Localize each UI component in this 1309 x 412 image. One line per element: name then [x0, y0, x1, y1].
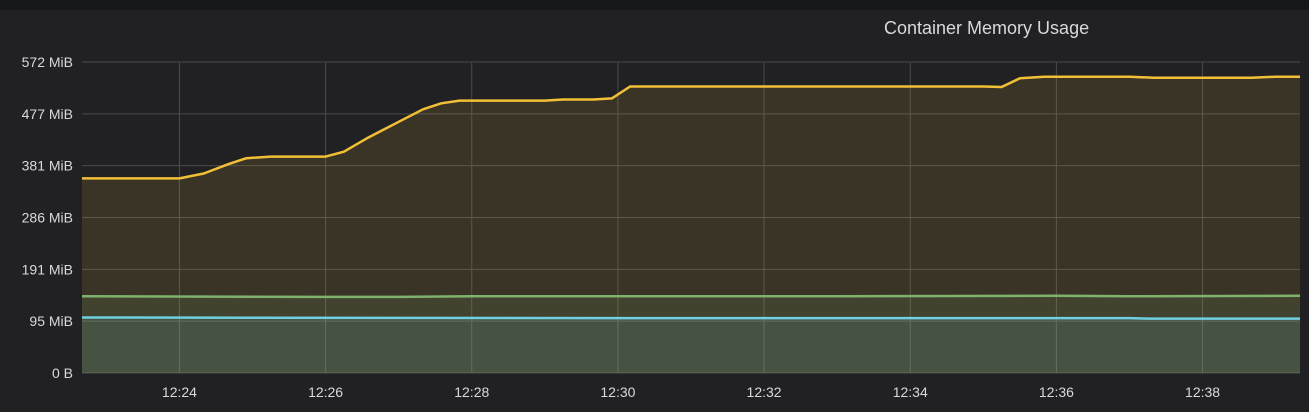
- series-area-3: [82, 317, 1300, 373]
- y-tick-label: 286 MiB: [22, 210, 73, 226]
- panel-title[interactable]: Container Memory Usage: [884, 18, 1090, 38]
- series-area-1: [82, 76, 1300, 373]
- x-tick-label: 12:36: [1039, 384, 1074, 400]
- y-axis-labels: 0 B 95 MiB 191 MiB 286 MiB 381 MiB 477 MiB 572…: [22, 54, 73, 381]
- series-lines: [81, 75, 1301, 320]
- y-tick-label: 381 MiB: [22, 158, 73, 174]
- grid-lines: [82, 61, 1300, 374]
- x-tick-label: 12:26: [308, 384, 343, 400]
- series-areas: [82, 76, 1300, 373]
- x-tick-label: 12:34: [893, 384, 928, 400]
- y-tick-label: 477 MiB: [22, 106, 73, 122]
- y-tick-label: 95 MiB: [29, 313, 73, 329]
- x-tick-label: 12:38: [1185, 384, 1220, 400]
- series-line-3[interactable]: [81, 316, 1300, 320]
- x-tick-label: 12:30: [600, 384, 635, 400]
- x-tick-label: 12:24: [162, 384, 197, 400]
- series-line-2[interactable]: [81, 294, 1301, 299]
- x-tick-label: 12:32: [747, 384, 782, 400]
- series-area-2: [82, 295, 1300, 373]
- y-tick-label: 0 B: [52, 365, 73, 381]
- x-axis-labels: 12:24 12:26 12:28 12:30 12:32 12:34 12:36 12:38: [162, 384, 1220, 400]
- y-tick-label: 191 MiB: [22, 261, 73, 277]
- dashboard-top-bar: [0, 0, 1309, 10]
- x-tick-label: 12:28: [454, 384, 489, 400]
- series-line-1[interactable]: [82, 75, 1300, 180]
- y-tick-label: 572 MiB: [22, 54, 73, 70]
